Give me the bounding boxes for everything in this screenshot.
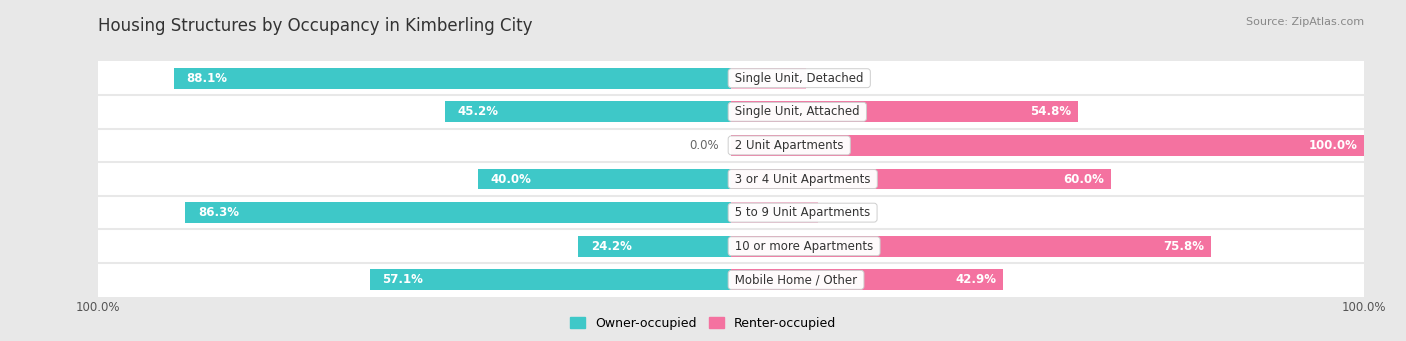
Bar — [731, 168, 1111, 190]
Text: 45.2%: 45.2% — [458, 105, 499, 118]
Bar — [186, 202, 731, 223]
Bar — [731, 269, 1002, 290]
Bar — [731, 101, 1078, 122]
Text: 2 Unit Apartments: 2 Unit Apartments — [731, 139, 848, 152]
Bar — [731, 61, 1364, 95]
Text: 86.3%: 86.3% — [198, 206, 239, 219]
Bar — [731, 68, 807, 89]
Text: 60.0%: 60.0% — [1063, 173, 1105, 186]
Bar — [731, 236, 1211, 257]
Bar — [731, 129, 1364, 162]
Text: Housing Structures by Occupancy in Kimberling City: Housing Structures by Occupancy in Kimbe… — [98, 17, 533, 35]
Bar — [370, 269, 731, 290]
Bar — [98, 162, 731, 196]
Bar — [98, 229, 731, 263]
Legend: Owner-occupied, Renter-occupied: Owner-occupied, Renter-occupied — [565, 312, 841, 335]
Bar — [174, 68, 731, 89]
Text: 88.1%: 88.1% — [187, 72, 228, 85]
Bar — [731, 135, 1364, 156]
Text: Source: ZipAtlas.com: Source: ZipAtlas.com — [1246, 17, 1364, 27]
Bar — [98, 129, 731, 162]
Text: 40.0%: 40.0% — [491, 173, 531, 186]
Text: 3 or 4 Unit Apartments: 3 or 4 Unit Apartments — [731, 173, 875, 186]
Bar — [98, 196, 731, 229]
Text: 54.8%: 54.8% — [1031, 105, 1071, 118]
Text: 100.0%: 100.0% — [1309, 139, 1358, 152]
Text: 42.9%: 42.9% — [955, 273, 997, 286]
Bar — [731, 229, 1364, 263]
Bar — [578, 236, 731, 257]
Text: 11.9%: 11.9% — [813, 72, 851, 85]
Bar — [731, 95, 1364, 129]
Text: 24.2%: 24.2% — [591, 240, 631, 253]
Bar — [731, 202, 818, 223]
Bar — [731, 162, 1364, 196]
Text: Mobile Home / Other: Mobile Home / Other — [731, 273, 860, 286]
Bar — [98, 95, 731, 129]
Text: Single Unit, Attached: Single Unit, Attached — [731, 105, 863, 118]
Text: Single Unit, Detached: Single Unit, Detached — [731, 72, 868, 85]
Text: 13.7%: 13.7% — [824, 206, 862, 219]
Bar — [478, 168, 731, 190]
Bar — [98, 61, 731, 95]
Text: 5 to 9 Unit Apartments: 5 to 9 Unit Apartments — [731, 206, 875, 219]
Text: 10 or more Apartments: 10 or more Apartments — [731, 240, 877, 253]
Text: 57.1%: 57.1% — [382, 273, 423, 286]
Bar — [446, 101, 731, 122]
Bar — [731, 196, 1364, 229]
Bar — [98, 263, 731, 297]
Text: 75.8%: 75.8% — [1163, 240, 1205, 253]
Bar — [731, 263, 1364, 297]
Text: 0.0%: 0.0% — [689, 139, 718, 152]
